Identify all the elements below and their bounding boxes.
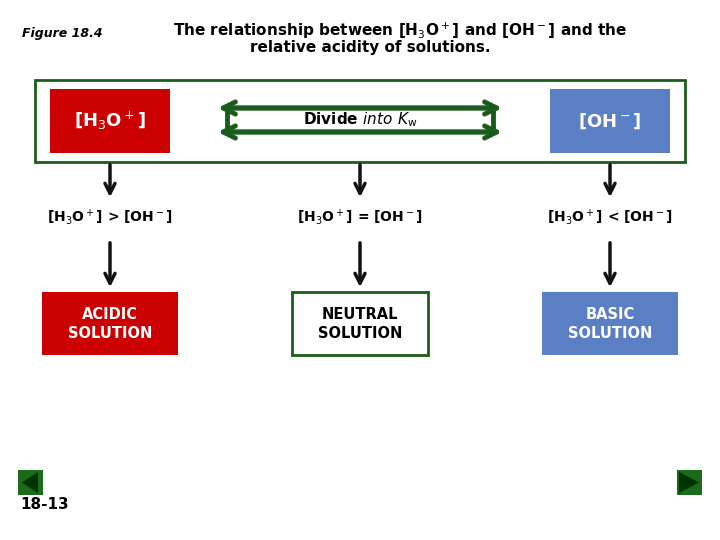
Text: [OH$^-$]: [OH$^-$] [578, 111, 642, 131]
Bar [550, 89, 670, 153]
Text: [H$_3$O$^+$] > [OH$^-$]: [H$_3$O$^+$] > [OH$^-$] [47, 207, 173, 227]
Bar [50, 89, 170, 153]
Bar [42, 292, 178, 355]
Bar [35, 80, 685, 162]
Bar [18, 470, 43, 495]
Bar [542, 292, 678, 355]
Text: 18-13: 18-13 [20, 497, 68, 512]
Text: The relationship between [H$_3$O$^+$] and [OH$^-$] and the: The relationship between [H$_3$O$^+$] an… [173, 21, 627, 41]
Text: relative acidity of solutions.: relative acidity of solutions. [250, 40, 490, 55]
Text: NEUTRAL
SOLUTION: NEUTRAL SOLUTION [318, 307, 402, 341]
Text: [H$_3$O$^+$] < [OH$^-$]: [H$_3$O$^+$] < [OH$^-$] [547, 207, 673, 227]
Text: [H$_3$O$^+$] = [OH$^-$]: [H$_3$O$^+$] = [OH$^-$] [297, 207, 423, 227]
Bar [677, 470, 702, 495]
Text: Figure 18.4: Figure 18.4 [22, 27, 103, 40]
Text: ACIDIC
SOLUTION: ACIDIC SOLUTION [68, 307, 152, 341]
Text: [H$_3$O$^+$]: [H$_3$O$^+$] [74, 110, 146, 132]
Text: BASIC
SOLUTION: BASIC SOLUTION [568, 307, 652, 341]
Polygon shape [679, 472, 699, 493]
Bar [292, 292, 428, 355]
Text: Divide $\mathit{into}$ $\mathit{K}_\mathrm{w}$: Divide $\mathit{into}$ $\mathit{K}_\math… [303, 111, 417, 130]
Polygon shape [22, 472, 38, 493]
